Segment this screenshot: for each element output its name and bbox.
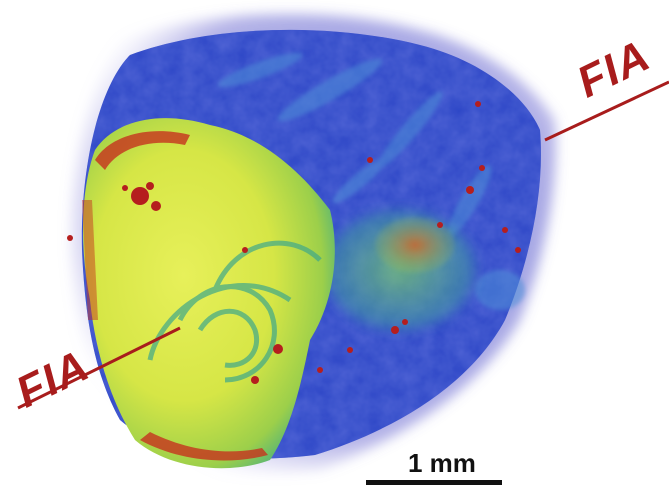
blue-streaks	[217, 52, 525, 310]
fia-line-right	[544, 80, 669, 142]
fia-line-left	[17, 326, 181, 410]
core-rings	[147, 240, 322, 383]
scale-bar	[366, 480, 502, 485]
orange-patch	[375, 217, 455, 273]
inclusions	[67, 101, 521, 384]
scale-bar-label: 1 mm	[408, 448, 476, 478]
red-speckles	[82, 131, 268, 461]
